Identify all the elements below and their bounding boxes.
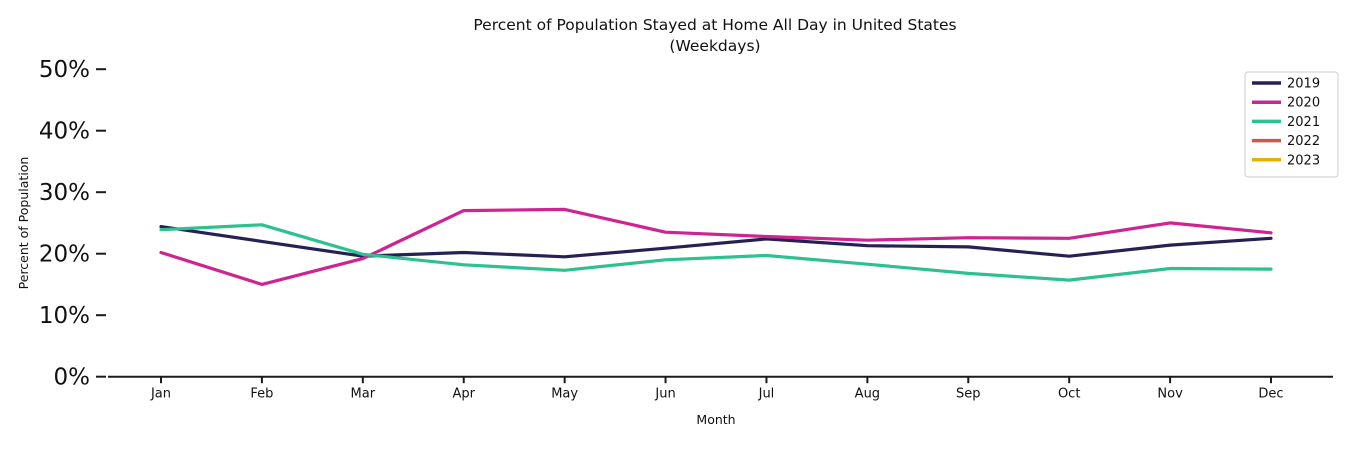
y-tick-label: 40%: [39, 119, 90, 145]
x-tick-label: May: [551, 387, 578, 402]
y-tick-label: 30%: [39, 180, 90, 206]
x-tick-label: Nov: [1157, 387, 1183, 402]
x-tick-label: Mar: [351, 387, 376, 402]
y-tick-label: 50%: [39, 57, 90, 83]
legend-label-2023: 2023: [1287, 153, 1320, 168]
y-tick-label: 10%: [39, 303, 90, 329]
x-tick-label: Apr: [452, 387, 475, 402]
chart-title: Percent of Population Stayed at Home All…: [473, 16, 956, 34]
x-tick-label: Sep: [956, 387, 981, 402]
y-tick-label: 20%: [39, 242, 90, 268]
x-tick-label: Jul: [758, 387, 775, 402]
legend-label-2019: 2019: [1287, 77, 1320, 92]
data-series: [159, 207, 1273, 286]
legend-label-2022: 2022: [1287, 134, 1320, 149]
legend-label-2020: 2020: [1287, 96, 1320, 111]
y-axis: 0% 10% 20% 30% 40% 50%: [39, 57, 106, 391]
x-tick-label: Oct: [1058, 387, 1080, 402]
x-tick-label: Aug: [855, 387, 880, 402]
x-tick-label: Jan: [150, 387, 171, 402]
legend-label-2021: 2021: [1287, 115, 1320, 130]
y-tick-label: 0%: [54, 365, 91, 391]
series-line-2020: [159, 207, 1273, 286]
legend: 2019 2020 2021 2022 2023: [1244, 71, 1339, 178]
legend-item-2022: 2022: [1252, 134, 1320, 149]
series-line-2019: [159, 225, 1273, 259]
y-axis-label: Percent of Population: [16, 157, 31, 290]
chart-subtitle: (Weekdays): [669, 37, 760, 55]
x-tick-label: Dec: [1258, 387, 1283, 402]
x-axis: Jan Feb Mar Apr May Jun Jul Aug Sep Oct Nov Dec: [108, 375, 1333, 402]
x-tick-label: Jun: [654, 387, 675, 402]
legend-box: [1244, 71, 1339, 178]
series-line-2021: [159, 223, 1273, 282]
legend-item-2021: 2021: [1252, 115, 1320, 130]
legend-item-2023: 2023: [1252, 153, 1320, 168]
legend-item-2020: 2020: [1252, 96, 1320, 111]
legend-item-2019: 2019: [1252, 77, 1320, 92]
x-axis-label: Month: [696, 412, 735, 427]
x-tick-label: Feb: [250, 387, 273, 402]
